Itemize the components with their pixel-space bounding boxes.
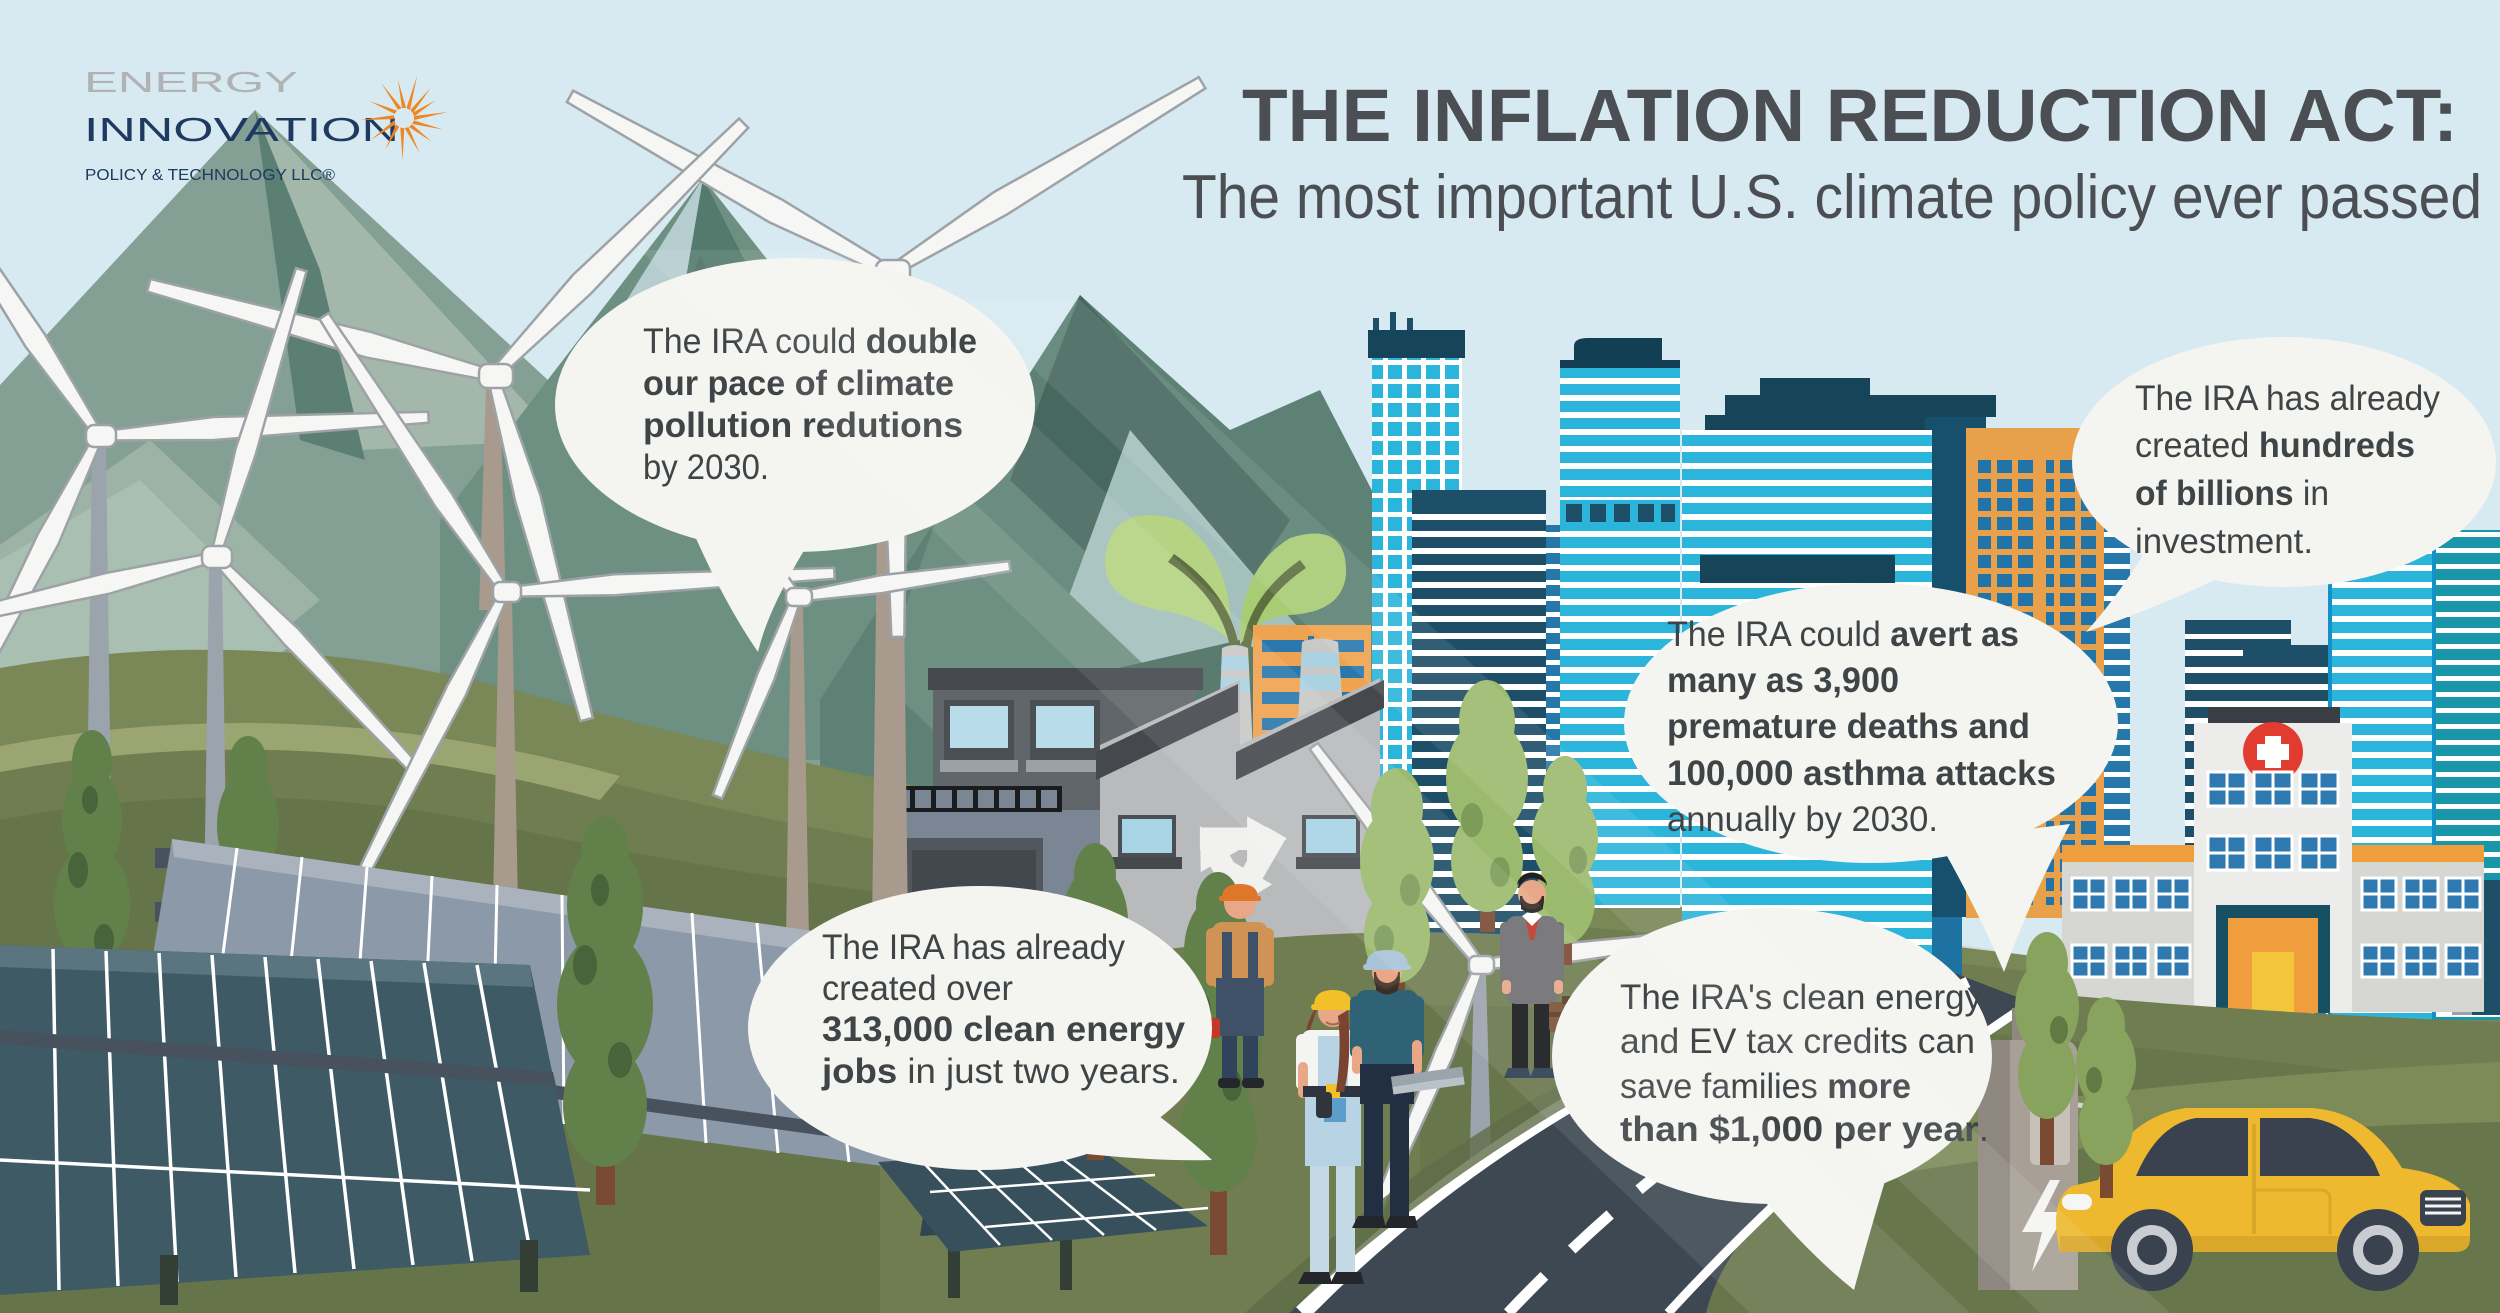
svg-text:ENERGY: ENERGY	[84, 67, 298, 99]
svg-text:many as 3,900: many as 3,900	[1667, 661, 1899, 700]
svg-text:and EV tax credits can: and EV tax credits can	[1620, 1022, 1975, 1061]
svg-text:premature deaths and: premature deaths and	[1667, 707, 2030, 746]
svg-text:THE INFLATION REDUCTION ACT:: THE INFLATION REDUCTION ACT:	[1242, 74, 2458, 157]
svg-text:save families more: save families more	[1620, 1067, 1911, 1106]
svg-text:than $1,000 per year.: than $1,000 per year.	[1620, 1110, 1989, 1149]
svg-text:The IRA has already: The IRA has already	[822, 928, 1125, 967]
svg-text:POLICY & TECHNOLOGY LLC®: POLICY & TECHNOLOGY LLC®	[85, 167, 335, 184]
svg-text:The most important U.S. climat: The most important U.S. climate policy e…	[1182, 163, 2482, 232]
svg-text:INNOVATION: INNOVATION	[84, 111, 399, 148]
svg-text:The IRA's clean energy: The IRA's clean energy	[1620, 978, 1982, 1017]
svg-text:pollution redutions: pollution redutions	[643, 406, 963, 445]
svg-text:The IRA has already: The IRA has already	[2135, 379, 2440, 418]
svg-text:investment.: investment.	[2135, 522, 2313, 561]
svg-text:100,000 asthma attacks: 100,000 asthma attacks	[1667, 754, 2056, 793]
svg-text:jobs in just two years.: jobs in just two years.	[821, 1052, 1180, 1091]
svg-text:created over: created over	[822, 969, 1013, 1008]
svg-text:The IRA could double: The IRA could double	[643, 322, 977, 361]
svg-text:created hundreds: created hundreds	[2135, 426, 2415, 465]
svg-text:of billions in: of billions in	[2135, 474, 2329, 513]
svg-text:313,000 clean energy: 313,000 clean energy	[822, 1010, 1186, 1049]
svg-text:our pace of climate: our pace of climate	[643, 364, 954, 403]
svg-text:annually by 2030.: annually by 2030.	[1667, 800, 1938, 839]
svg-text:The IRA could avert as: The IRA could avert as	[1667, 615, 2019, 654]
svg-text:by 2030.: by 2030.	[643, 448, 769, 487]
